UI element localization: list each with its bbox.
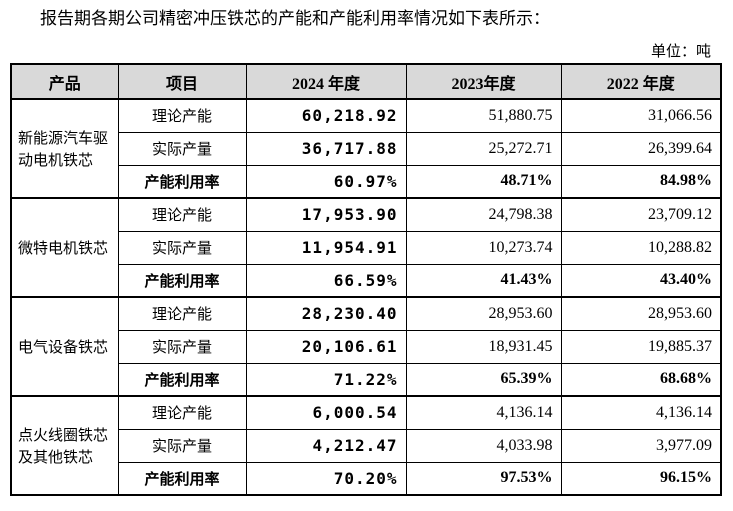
item-cell: 产能利用率 (117, 362, 247, 397)
product-cell: 电气设备铁芯 (10, 296, 119, 397)
value-cell: 36,717.88 (245, 131, 407, 166)
value-cell: 19,885.37 (560, 329, 722, 364)
table-row: 新能源汽车驱动电机铁芯 理论产能 60,218.92 51,880.75 31,066.… (10, 98, 722, 199)
table-row: 实际产量 20,106.61 18,931.45 19,885.37 (11, 329, 722, 364)
value-cell: 4,212.47 (245, 428, 407, 463)
value-cell: 48.71% (405, 164, 562, 199)
table-body: 新能源汽车驱动电机铁芯 理论产能 60,218.92 51,880.75 31,066.… (10, 98, 722, 496)
column-header: 2024 年度 (245, 63, 407, 100)
table-row: 实际产量 4,212.47 4,033.98 3,977.09 (11, 428, 722, 463)
column-header: 项目 (117, 63, 247, 100)
item-cell: 理论产能 (117, 296, 247, 331)
item-cell: 实际产量 (117, 131, 247, 166)
value-cell: 18,931.45 (405, 329, 562, 364)
table-row: 实际产量 11,954.91 10,273.74 10,288.82 (11, 230, 722, 265)
value-cell: 97.53% (405, 461, 562, 496)
column-header: 2022 年度 (560, 63, 722, 100)
value-cell: 68.68% (560, 362, 722, 397)
intro-text: 报告期各期公司精密冲压铁芯的产能和产能利用率情况如下表所示： (40, 9, 550, 29)
value-cell: 51,880.75 (405, 98, 562, 133)
table-row: 产能利用率 70.20% 97.53% 96.15% (11, 461, 722, 496)
value-cell: 26,399.64 (560, 131, 722, 166)
table-row: 微特电机铁芯 理论产能 17,953.90 24,798.38 23,709.12 (10, 197, 722, 298)
value-cell: 84.98% (560, 164, 722, 199)
value-cell: 60.97% (245, 164, 407, 199)
product-cell: 点火线圈铁芯及其他铁芯 (10, 395, 119, 496)
value-cell: 96.15% (560, 461, 722, 496)
value-cell: 20,106.61 (245, 329, 407, 364)
column-header: 产品 (10, 63, 119, 100)
item-cell: 产能利用率 (117, 461, 247, 496)
product-cell: 微特电机铁芯 (10, 197, 119, 298)
item-cell: 理论产能 (117, 98, 247, 133)
value-cell: 70.20% (245, 461, 407, 496)
value-cell: 60,218.92 (245, 98, 407, 133)
item-cell: 产能利用率 (117, 263, 247, 298)
value-cell: 10,273.74 (405, 230, 562, 265)
capacity-table: 产品 项目 2024 年度 2023年度 2022 年度 新能源汽车驱动电机铁芯 理论产能… (10, 63, 722, 496)
value-cell: 28,230.40 (245, 296, 407, 331)
item-cell: 理论产能 (117, 395, 247, 430)
header-row: 产品 项目 2024 年度 2023年度 2022 年度 (10, 63, 722, 100)
value-cell: 11,954.91 (245, 230, 407, 265)
table-row: 产能利用率 71.22% 65.39% 68.68% (11, 362, 722, 397)
table-row: 产能利用率 66.59% 41.43% 43.40% (11, 263, 722, 298)
value-cell: 4,136.14 (560, 395, 722, 430)
value-cell: 6,000.54 (245, 395, 407, 430)
value-cell: 4,136.14 (405, 395, 562, 430)
product-cell: 新能源汽车驱动电机铁芯 (10, 98, 119, 199)
value-cell: 25,272.71 (405, 131, 562, 166)
value-cell: 17,953.90 (245, 197, 407, 232)
value-cell: 10,288.82 (560, 230, 722, 265)
value-cell: 4,033.98 (405, 428, 562, 463)
value-cell: 28,953.60 (405, 296, 562, 331)
value-cell: 66.59% (245, 263, 407, 298)
value-cell: 65.39% (405, 362, 562, 397)
value-cell: 43.40% (560, 263, 722, 298)
item-cell: 产能利用率 (117, 164, 247, 199)
column-header: 2023年度 (405, 63, 562, 100)
value-cell: 23,709.12 (560, 197, 722, 232)
unit-label: 单位：吨 (650, 42, 711, 60)
item-cell: 实际产量 (117, 329, 247, 364)
item-cell: 实际产量 (117, 428, 247, 463)
value-cell: 71.22% (245, 362, 407, 397)
item-cell: 实际产量 (117, 230, 247, 265)
table-row: 电气设备铁芯 理论产能 28,230.40 28,953.60 28,953.60 (10, 296, 722, 397)
value-cell: 31,066.56 (560, 98, 722, 133)
value-cell: 24,798.38 (405, 197, 562, 232)
value-cell: 3,977.09 (560, 428, 722, 463)
table-row: 点火线圈铁芯及其他铁芯 理论产能 6,000.54 4,136.14 4,136.14 (10, 395, 722, 496)
table-row: 实际产量 36,717.88 25,272.71 26,399.64 (11, 131, 722, 166)
value-cell: 41.43% (405, 263, 562, 298)
item-cell: 理论产能 (117, 197, 247, 232)
table-row: 产能利用率 60.97% 48.71% 84.98% (11, 164, 722, 199)
value-cell: 28,953.60 (560, 296, 722, 331)
